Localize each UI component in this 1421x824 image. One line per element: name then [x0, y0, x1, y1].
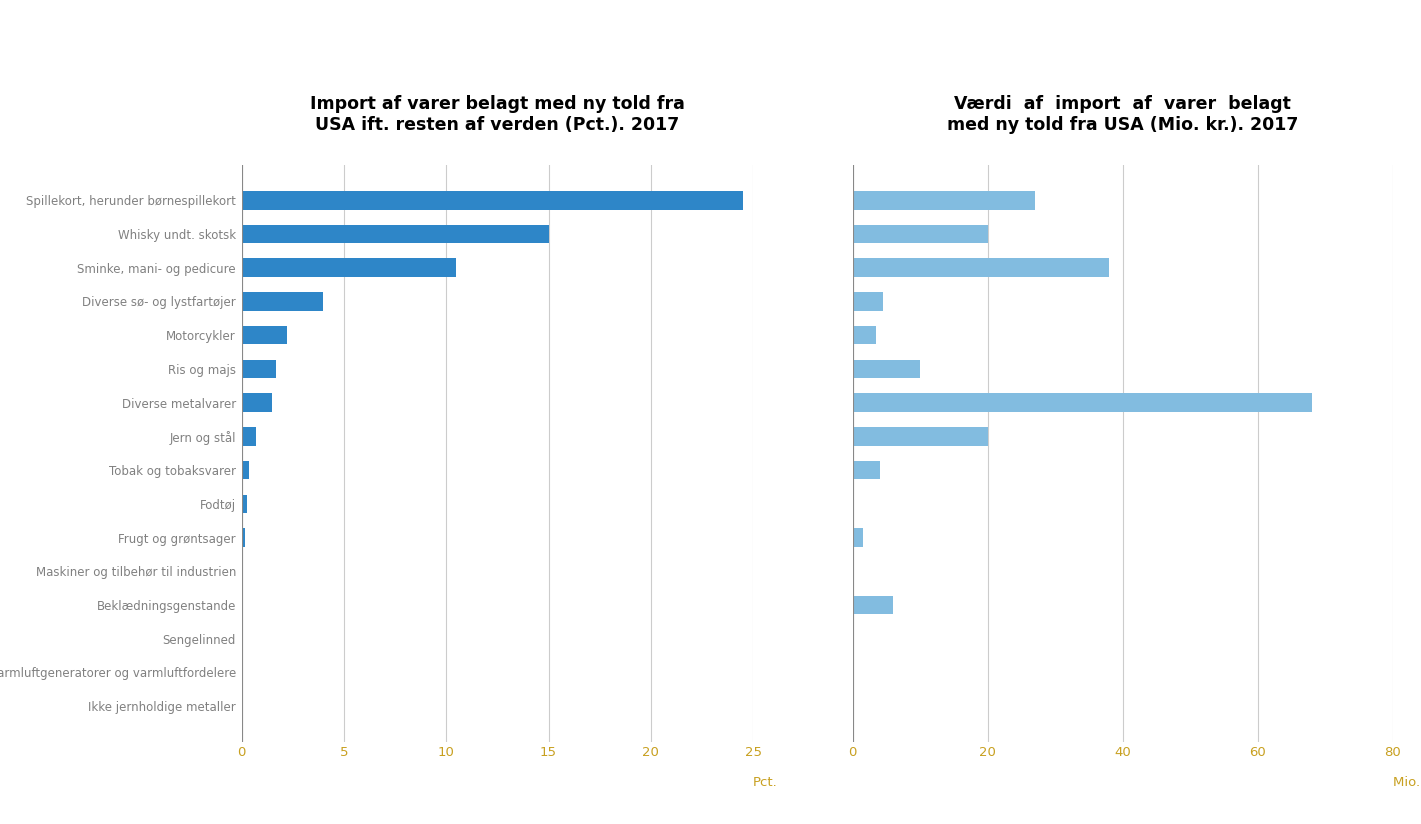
- Bar: [853, 393, 1312, 412]
- Bar: [853, 293, 882, 311]
- Bar: [853, 259, 1108, 277]
- Title: Import af varer belagt med ny told fra
USA ift. resten af verden (Pct.). 2017: Import af varer belagt med ny told fra U…: [310, 96, 685, 134]
- Bar: [853, 326, 877, 344]
- Bar: [242, 562, 243, 580]
- Bar: [242, 494, 247, 513]
- Bar: [853, 225, 988, 243]
- Bar: [242, 259, 456, 277]
- Bar: [853, 528, 863, 547]
- Bar: [242, 191, 743, 209]
- Text: Mio. kr.: Mio. kr.: [1393, 776, 1421, 789]
- Bar: [853, 461, 880, 480]
- Bar: [242, 596, 243, 614]
- Bar: [242, 326, 287, 344]
- Bar: [242, 528, 246, 547]
- Bar: [242, 359, 276, 378]
- Bar: [242, 393, 273, 412]
- Bar: [242, 427, 256, 446]
- Bar: [853, 596, 894, 614]
- Bar: [242, 461, 249, 480]
- Bar: [853, 427, 988, 446]
- Bar: [242, 293, 324, 311]
- Text: Pct.: Pct.: [753, 776, 777, 789]
- Title: Værdi  af  import  af  varer  belagt
med ny told fra USA (Mio. kr.). 2017: Værdi af import af varer belagt med ny t…: [946, 96, 1299, 134]
- Bar: [853, 359, 921, 378]
- Bar: [242, 225, 549, 243]
- Bar: [853, 191, 1034, 209]
